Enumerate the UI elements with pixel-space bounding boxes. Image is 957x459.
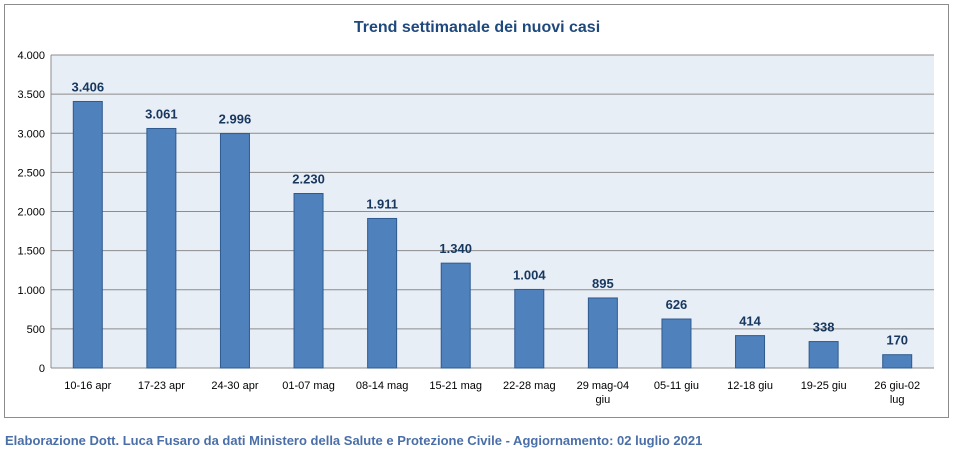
y-tick-label: 500 — [27, 324, 45, 336]
y-tick-label: 3.000 — [17, 128, 45, 140]
data-label: 1.004 — [513, 267, 546, 282]
x-tick-label: 24-30 apr — [211, 380, 258, 392]
bar — [735, 335, 766, 369]
y-tick-label: 4.000 — [17, 50, 45, 62]
x-axis-ticks: 10-16 apr 17-23 apr 24-30 apr 01-07 mag 08-1… — [64, 380, 920, 406]
y-axis-ticks: 0 500 1.000 1.500 2.000 2.500 3.000 3.500 4.000 — [17, 50, 45, 375]
x-tick-label: 26 giu-02 lug — [874, 380, 920, 406]
bar — [219, 133, 250, 369]
y-tick-label: 0 — [39, 363, 45, 375]
data-label: 2.230 — [292, 172, 325, 187]
bar — [514, 288, 545, 369]
x-tick-label: 01-07 mag — [282, 380, 335, 392]
data-label: 895 — [592, 276, 614, 291]
chart-title: Trend settimanale dei nuovi casi — [354, 19, 600, 36]
bar-chart: Trend settimanale dei nuovi casi 0 500 1.0… — [17, 19, 934, 406]
x-tick-label: 29 mag-04 giu — [577, 380, 630, 406]
x-tick-label: 12-18 giu — [727, 380, 773, 392]
footer-credit: Elaborazione Dott. Luca Fusaro da dati M… — [5, 433, 703, 448]
data-label: 1.340 — [439, 241, 472, 256]
bar — [146, 127, 177, 369]
data-label: 414 — [739, 314, 761, 329]
x-tick-label: 19-25 giu — [801, 380, 847, 392]
data-label: 170 — [886, 333, 908, 348]
gridlines — [50, 54, 934, 369]
x-tick-label: 05-11 giu — [654, 380, 699, 392]
bar — [882, 354, 913, 369]
chart-frame: Trend settimanale dei nuovi casi 0 500 1.0… — [4, 4, 949, 418]
y-tick-label: 1.500 — [17, 246, 45, 258]
y-tick-label: 1.000 — [17, 285, 45, 297]
x-tick-label: 22-28 mag — [503, 380, 556, 392]
bar — [72, 100, 103, 369]
data-label: 3.061 — [145, 106, 178, 121]
data-label: 1.911 — [366, 196, 398, 211]
y-tick-label: 2.500 — [17, 167, 45, 179]
bar — [661, 318, 692, 369]
y-tick-label: 3.500 — [17, 89, 45, 101]
data-label: 338 — [813, 320, 835, 335]
x-tick-label: 15-21 mag — [429, 380, 482, 392]
data-label: 2.996 — [219, 112, 252, 127]
bar — [440, 262, 471, 369]
x-tick-label: 08-14 mag — [356, 380, 409, 392]
bar — [808, 341, 839, 369]
data-label: 3.406 — [72, 79, 105, 94]
y-tick-label: 2.000 — [17, 207, 45, 219]
x-tick-label: 17-23 apr — [138, 380, 185, 392]
bar — [587, 297, 618, 369]
bars — [72, 100, 913, 369]
bar — [367, 217, 398, 369]
data-label: 626 — [666, 297, 688, 312]
bar — [293, 193, 324, 369]
x-tick-label: 10-16 apr — [64, 380, 111, 392]
data-labels: 3.406 3.061 2.996 2.230 1.911 1.340 1.004 895 62… — [72, 79, 909, 347]
